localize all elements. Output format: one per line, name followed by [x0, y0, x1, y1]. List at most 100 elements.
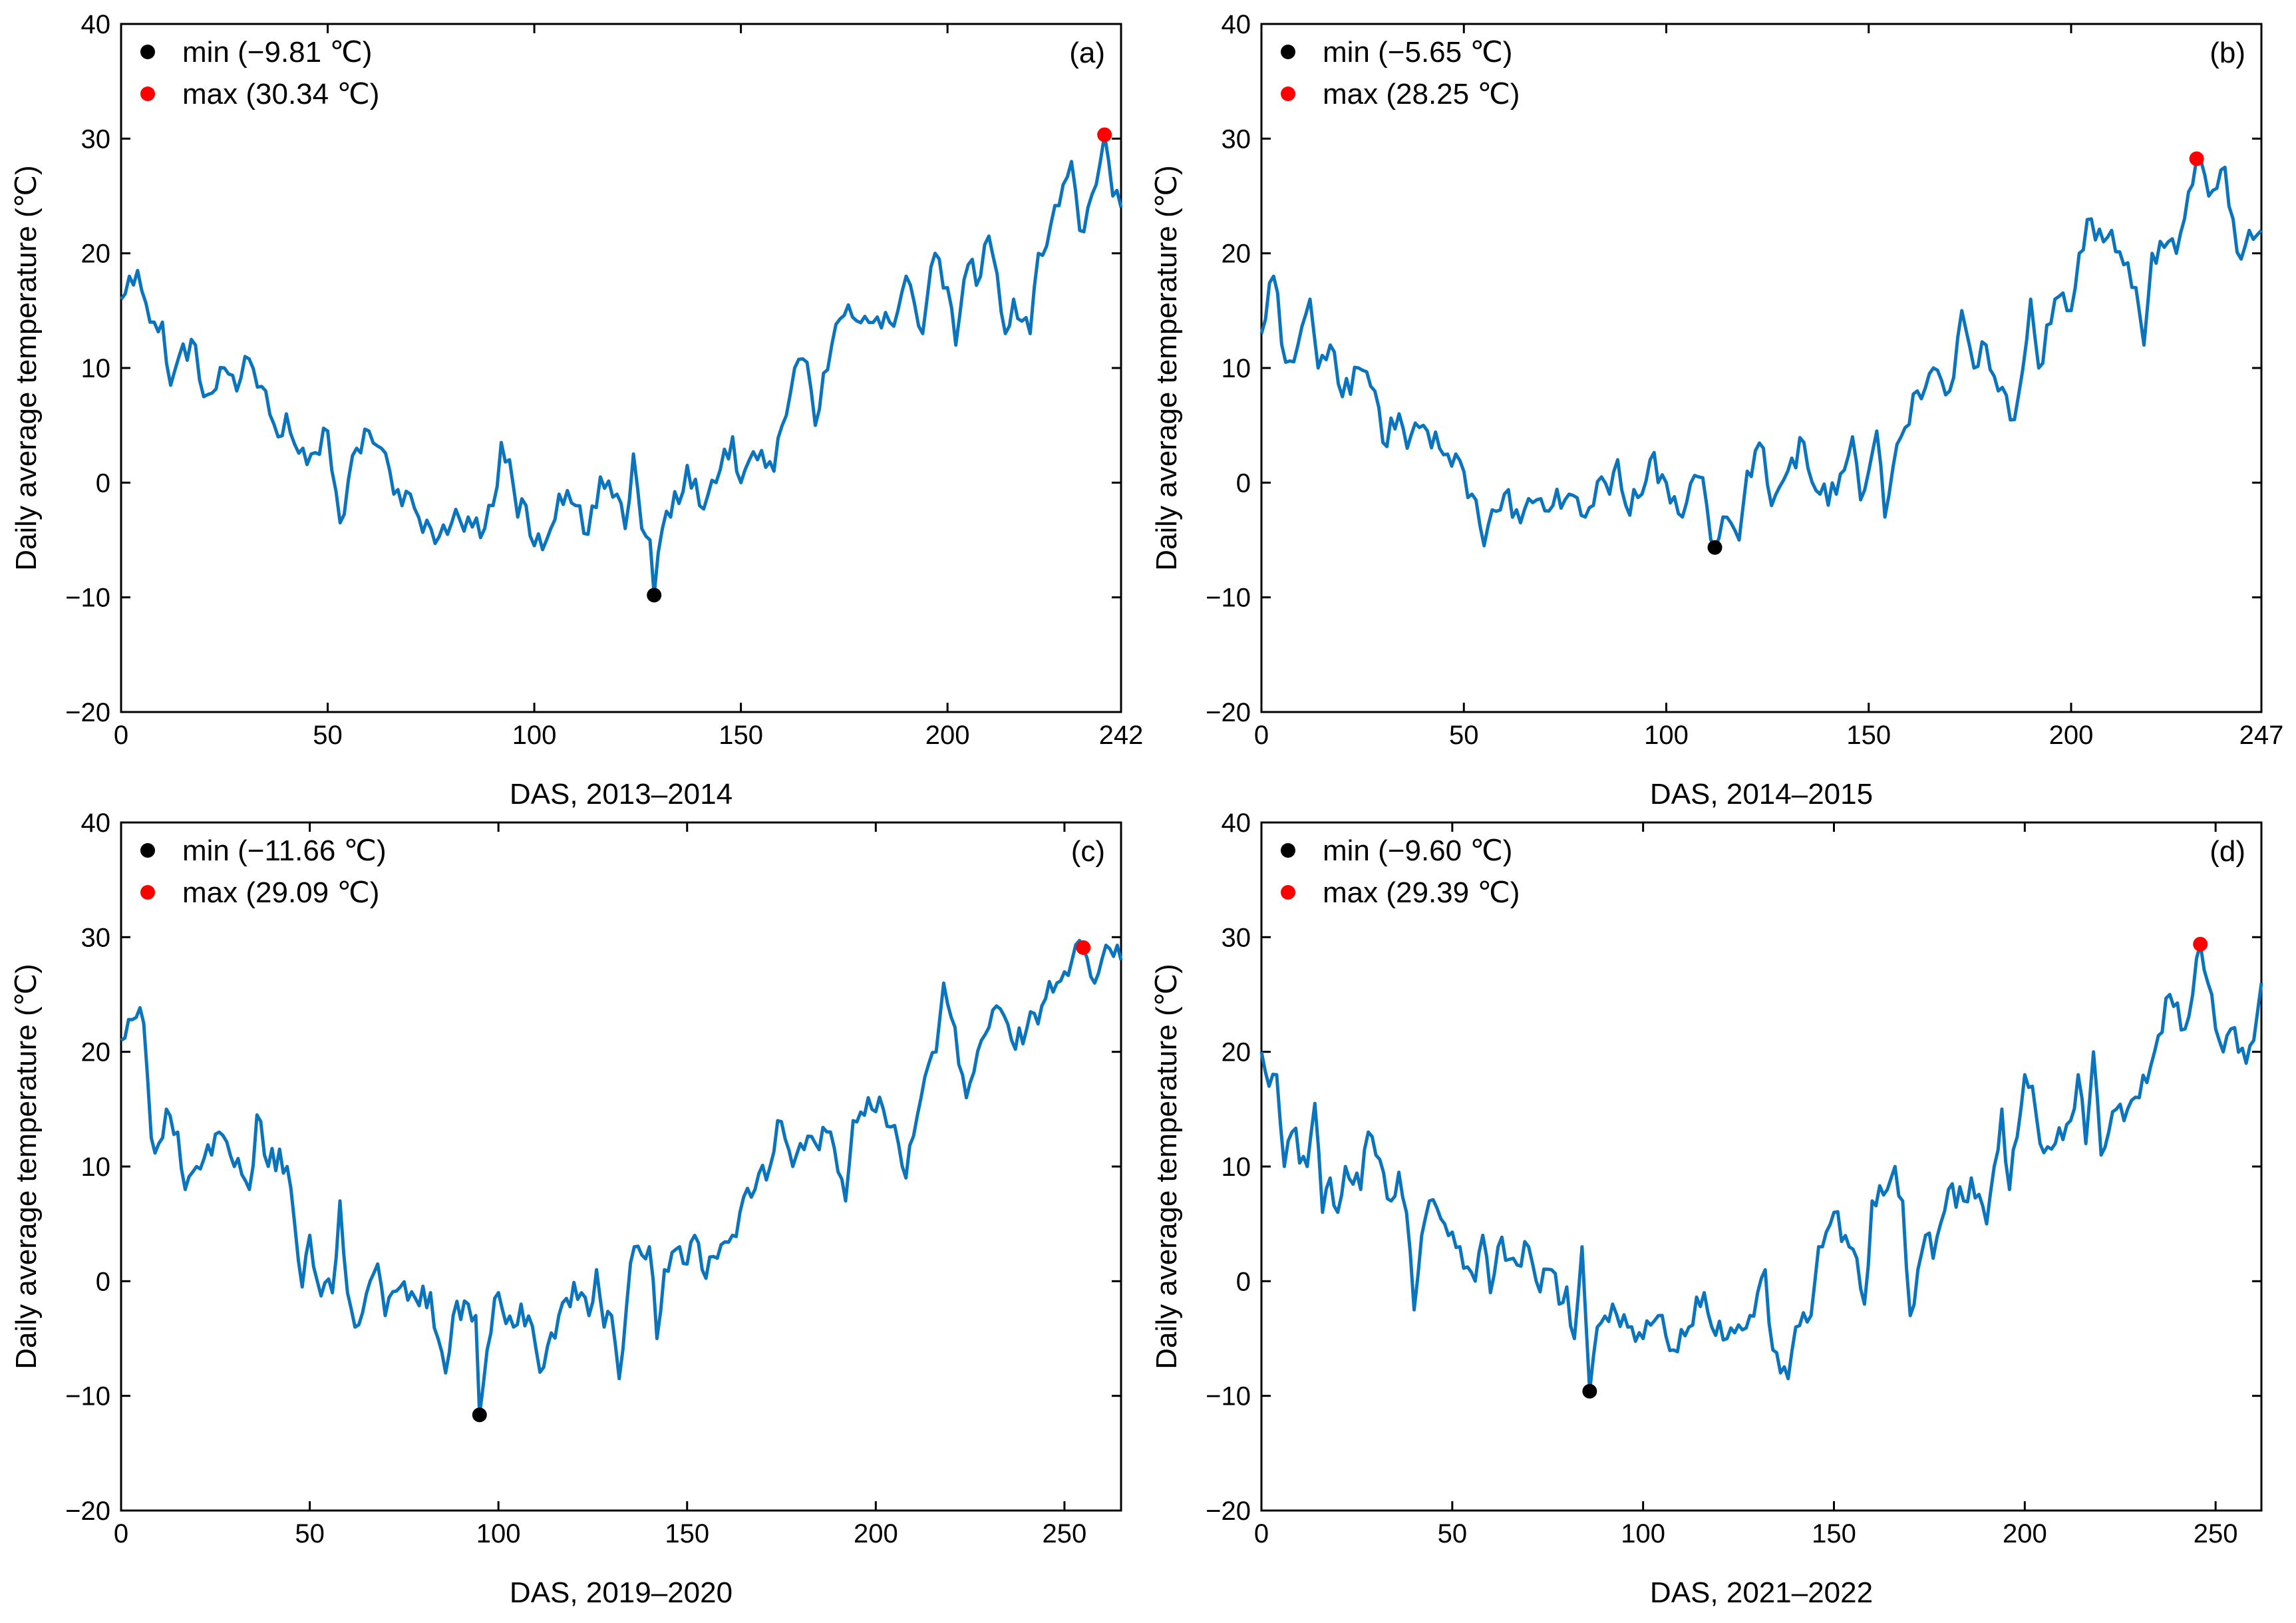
- x-tick-label: 0: [114, 1519, 128, 1548]
- y-tick-label: −20: [65, 1497, 110, 1526]
- max-point: [2189, 151, 2204, 166]
- plot-frame: [1260, 821, 2263, 1512]
- x-axis-label: DAS, 2019–2020: [510, 1576, 733, 1609]
- y-tick-label: 0: [96, 468, 110, 498]
- x-tick-label: 250: [1043, 1519, 1087, 1548]
- temperature-series-line: [1259, 157, 2263, 550]
- legend-max-marker: [1281, 87, 1295, 101]
- y-tick-label: 0: [96, 1267, 110, 1296]
- x-tick-label: 100: [476, 1519, 521, 1548]
- x-tick-label: 0: [1254, 721, 1269, 750]
- x-tick-label: 150: [719, 721, 763, 750]
- y-tick-label: 30: [1222, 923, 1251, 952]
- x-axis-label: DAS, 2021–2022: [1650, 1576, 1873, 1609]
- temperature-series-line: [120, 133, 1123, 597]
- x-tick-label: 247: [2239, 721, 2284, 750]
- legend-min-marker: [140, 45, 155, 59]
- y-tick-label: 40: [1222, 10, 1251, 39]
- y-tick-label: 20: [81, 240, 111, 269]
- panel-d: −20 −10 0 10 20 30 40 0 50 100 150 200 250 DAS, 2021–…: [1150, 809, 2263, 1609]
- legend-max-label: max (29.39 ℃): [1323, 876, 1520, 909]
- x-tick-label: 100: [1621, 1519, 1665, 1548]
- x-tick-label: 50: [1449, 721, 1479, 750]
- legend-max-marker: [1281, 885, 1295, 900]
- x-axis-label: DAS, 2013–2014: [510, 778, 733, 811]
- plot-frame: [1260, 23, 2263, 713]
- y-tick-label: 10: [1222, 354, 1251, 383]
- legend-min-marker: [1281, 45, 1295, 59]
- y-tick-label: 30: [1222, 124, 1251, 154]
- y-tick-label: −20: [1206, 698, 1251, 727]
- y-tick-label: 10: [81, 354, 111, 383]
- temperature-series-line: [1259, 942, 2263, 1393]
- x-tick-label: 150: [1846, 721, 1891, 750]
- x-axis-label: DAS, 2014–2015: [1650, 778, 1873, 811]
- y-tick-label: 30: [81, 124, 111, 154]
- y-tick-label: 0: [1236, 468, 1251, 498]
- y-tick-label: 20: [1222, 1038, 1251, 1067]
- legend-max-marker: [140, 87, 155, 101]
- y-tick-label: 40: [1222, 809, 1251, 838]
- x-tick-label: 0: [114, 721, 128, 750]
- y-axis-label: Daily average temperature (℃): [10, 964, 43, 1369]
- plot-frame: [120, 821, 1122, 1512]
- legend-max-label: max (29.09 ℃): [182, 876, 379, 909]
- y-axis-label: Daily average temperature (℃): [1150, 964, 1183, 1369]
- x-tick-label: 100: [1644, 721, 1689, 750]
- legend-min-label: min (−11.66 ℃): [182, 834, 387, 867]
- legend-min-label: min (−9.60 ℃): [1323, 834, 1512, 867]
- temperature-series-line: [120, 938, 1123, 1417]
- max-point: [1076, 940, 1091, 956]
- max-point: [2193, 936, 2208, 952]
- legend-min-marker: [140, 843, 155, 858]
- panel-label: (b): [2210, 37, 2245, 69]
- panel-label: (c): [1071, 835, 1105, 868]
- y-tick-label: 40: [81, 809, 111, 838]
- x-tick-label: 242: [1099, 721, 1144, 750]
- y-tick-label: −20: [65, 698, 110, 727]
- y-axis-label: Daily average temperature (℃): [1150, 165, 1183, 570]
- y-axis-label: Daily average temperature (℃): [10, 165, 43, 570]
- y-tick-label: −10: [65, 584, 110, 613]
- x-tick-label: 100: [512, 721, 557, 750]
- x-tick-label: 200: [2003, 1519, 2047, 1548]
- y-tick-label: 0: [1236, 1267, 1251, 1296]
- x-tick-label: 150: [1812, 1519, 1856, 1548]
- panel-c: −20 −10 0 10 20 30 40 0 50 100 150 200 250 DAS, 2019–…: [10, 809, 1123, 1609]
- y-tick-label: 20: [81, 1038, 111, 1067]
- x-tick-label: 200: [854, 1519, 898, 1548]
- x-tick-label: 250: [2194, 1519, 2238, 1548]
- x-tick-label: 50: [313, 721, 343, 750]
- y-tick-label: −10: [65, 1382, 110, 1411]
- y-tick-label: 30: [81, 923, 111, 952]
- legend-max-label: max (30.34 ℃): [182, 78, 379, 110]
- legend-min-label: min (−5.65 ℃): [1323, 36, 1512, 69]
- y-tick-label: −10: [1206, 1382, 1251, 1411]
- min-point: [1582, 1383, 1597, 1399]
- panel-label: (a): [1069, 37, 1105, 69]
- legend-max-label: max (28.25 ℃): [1323, 78, 1520, 110]
- y-tick-label: 10: [1222, 1153, 1251, 1182]
- y-tick-label: 20: [1222, 240, 1251, 269]
- y-tick-label: −20: [1206, 1497, 1251, 1526]
- x-tick-label: 150: [665, 1519, 709, 1548]
- x-tick-label: 50: [295, 1519, 325, 1548]
- y-tick-label: 10: [81, 1153, 111, 1182]
- max-point: [1097, 127, 1112, 142]
- y-tick-label: −10: [1206, 584, 1251, 613]
- min-point: [1707, 540, 1722, 555]
- panel-label: (d): [2210, 835, 2245, 868]
- panel-b: −20 −10 0 10 20 30 40 0 50 100 150 200 247 DAS, 2014–…: [1150, 10, 2283, 811]
- x-tick-label: 200: [2049, 721, 2094, 750]
- min-point: [472, 1407, 487, 1423]
- y-tick-label: 40: [81, 10, 111, 39]
- x-tick-label: 200: [925, 721, 970, 750]
- x-tick-label: 0: [1254, 1519, 1269, 1548]
- x-tick-label: 50: [1438, 1519, 1468, 1548]
- min-point: [647, 588, 662, 603]
- plot-frame: [120, 23, 1122, 713]
- panel-a: −20 −10 0 10 20 30 40 0 50 100 150 200 242 DAS, 2013–…: [10, 10, 1143, 811]
- legend-max-marker: [140, 885, 155, 900]
- legend-min-label: min (−9.81 ℃): [182, 36, 372, 69]
